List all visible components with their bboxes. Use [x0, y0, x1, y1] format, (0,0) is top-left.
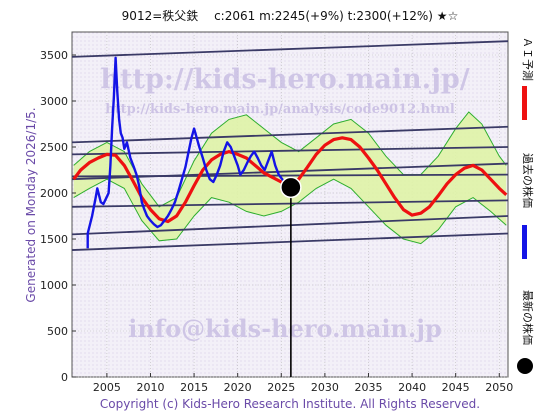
- watermarks: http://kids-hero.main.jp/ http://kids-he…: [100, 64, 469, 343]
- trend-line: [72, 232, 508, 251]
- x-tick-label: 2010: [136, 381, 164, 394]
- forecast-band-lower: [73, 178, 507, 245]
- trend-line: [72, 215, 508, 236]
- watermark-email: info@kids-hero.main.jp: [128, 314, 442, 343]
- x-tick-label: 2025: [267, 381, 295, 394]
- y-tick-label: 3000: [40, 95, 68, 108]
- trend-line: [72, 125, 508, 144]
- x-tick-label: 2005: [93, 381, 121, 394]
- x-tick-label: 2035: [354, 381, 382, 394]
- x-tick-label: 2050: [485, 381, 513, 394]
- y-tick-label: 500: [47, 325, 68, 338]
- plot-content: [72, 40, 508, 377]
- watermark-analysis-url: http://kids-hero.main.jp/analysis/code90…: [105, 102, 455, 117]
- x-tick-label: 2015: [180, 381, 208, 394]
- trend-line: [72, 146, 508, 156]
- y-tick-label: 1000: [40, 279, 68, 292]
- latest-price-marker: [280, 176, 302, 199]
- y-tick-label: 0: [61, 371, 68, 384]
- generated-date-label: Generated on Monday 2026/1/5.: [24, 107, 38, 302]
- y-tick-label: 1500: [40, 233, 68, 246]
- x-tick-label: 2030: [311, 381, 339, 394]
- legend-ai-swatch: [522, 86, 527, 120]
- y-tick-label: 2500: [40, 141, 68, 154]
- legend-latest-label: 最新の株価: [521, 290, 535, 345]
- watermark-url: http://kids-hero.main.jp/: [100, 64, 469, 95]
- x-tick-label: 2045: [442, 381, 470, 394]
- chart-title: 9012=秩父鉄 c:2061 m:2245(+9%) t:2300(+12%)…: [122, 8, 459, 23]
- trend-line: [72, 40, 508, 58]
- legend-past-label: 過去の株価: [521, 153, 535, 208]
- legend-latest-marker: [517, 358, 533, 374]
- trend-line: [72, 173, 508, 178]
- y-tick-label: 2000: [40, 187, 68, 200]
- x-tick-label: 2040: [398, 381, 426, 394]
- forecast-band-upper: [73, 111, 507, 208]
- y-tick-label: 3500: [40, 49, 68, 62]
- legend-ai-label: ＡＩ予測: [521, 37, 535, 81]
- legend-past-swatch: [522, 225, 527, 259]
- copyright-footer: Copyright (c) Kids-Hero Research Institu…: [100, 397, 480, 411]
- x-axis: 2005 2010 2015 2020 2025 2030 2035 2040 2045 2050: [93, 373, 513, 394]
- x-tick-label: 2020: [224, 381, 252, 394]
- past-price-line: [86, 56, 291, 249]
- y-axis: 0 500 1000 1500 2000 2500 3000 3500: [40, 49, 76, 384]
- legend: ＡＩ予測 過去の株価 最新の株価: [517, 37, 535, 374]
